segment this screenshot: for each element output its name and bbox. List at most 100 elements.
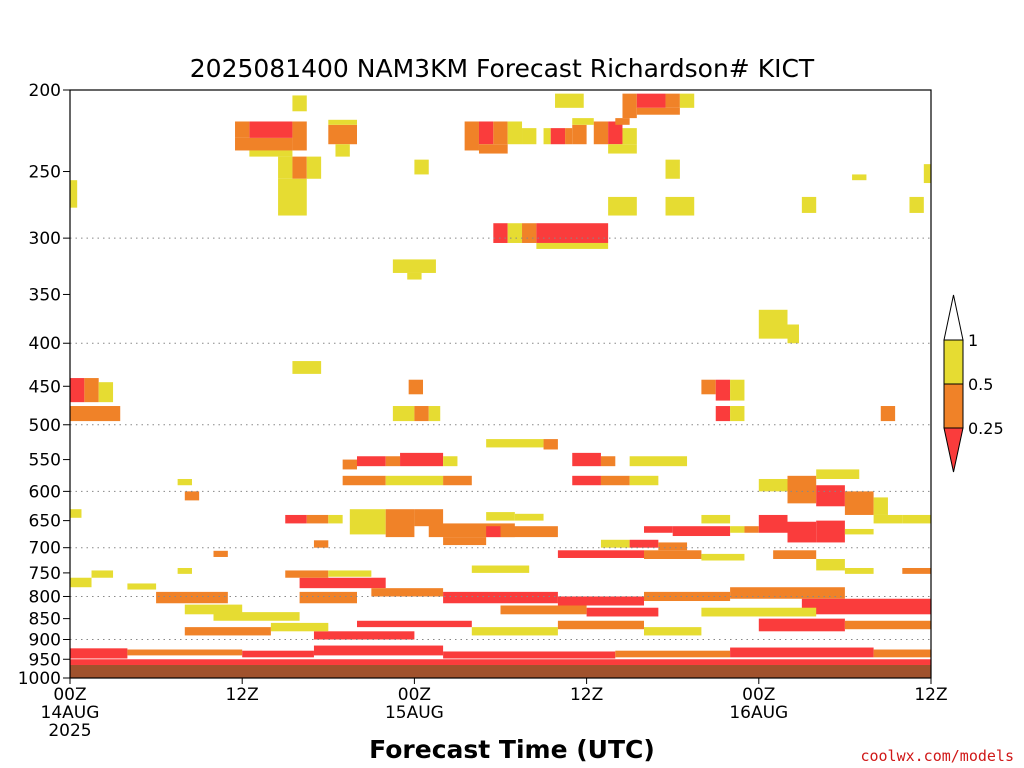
heatmap-cell (572, 118, 594, 125)
heatmap-cell (414, 406, 429, 422)
heatmap-cell (443, 591, 558, 604)
heatmap-cell (873, 514, 903, 524)
heatmap-cell (70, 378, 85, 403)
heatmap-cell (213, 612, 300, 621)
heatmap-cell (486, 512, 515, 521)
heatmap-cell (292, 95, 307, 112)
plot-frame (69, 89, 932, 679)
heatmap-cell (428, 406, 441, 422)
heatmap-cell (665, 159, 680, 179)
heatmap-cell (701, 379, 716, 395)
heatmap-cell (522, 223, 537, 243)
heatmap-cell (701, 553, 745, 561)
heatmap-cell (84, 378, 99, 403)
heatmap-cell (414, 159, 429, 175)
heatmap-cell (357, 620, 472, 628)
heatmap-cell (249, 121, 293, 138)
y-tick-label: 300 (29, 229, 61, 249)
heatmap-cell (543, 439, 558, 450)
legend-swatch-top (943, 294, 964, 341)
heatmap-cell (514, 513, 544, 521)
heatmap-cell (70, 577, 92, 588)
heatmap-cell (600, 456, 616, 467)
heatmap-cell (443, 475, 472, 486)
heatmap-cell (407, 272, 422, 280)
heatmap-cell (400, 452, 444, 467)
heatmap-cell (909, 196, 924, 213)
ground-fill (70, 664, 931, 678)
heatmap-cell (328, 119, 357, 125)
heatmap-cell (715, 406, 731, 422)
heatmap-cell (644, 550, 702, 559)
y-tick-label: 500 (29, 416, 61, 436)
heatmap-cell (644, 627, 702, 636)
heatmap-cell (902, 567, 931, 574)
heatmap-cell (127, 583, 157, 590)
heatmap-cell (730, 647, 874, 658)
heatmap-cell (557, 596, 644, 606)
x-tick-label: 00Z (398, 685, 431, 705)
heatmap-cell (328, 124, 357, 145)
heatmap-cell (342, 459, 357, 470)
y-tick-label: 600 (29, 482, 61, 502)
x-tick-label: 16AUG (729, 703, 788, 723)
x-tick-label: 2025 (48, 721, 91, 741)
heatmap-cell (493, 121, 508, 145)
heatmap-cell (522, 128, 537, 145)
y-tick-label: 750 (29, 564, 61, 584)
heatmap-cell (615, 650, 731, 658)
heatmap-cell (665, 93, 680, 108)
heatmap-cell (342, 475, 386, 486)
heatmap-cell (70, 648, 128, 659)
heatmap-cell (70, 659, 931, 665)
heatmap-cell (730, 526, 745, 533)
heatmap-cell (629, 456, 688, 467)
heatmap-cell (392, 259, 436, 273)
heatmap-cell (313, 645, 444, 656)
legend-swatch (943, 383, 964, 429)
heatmap-cell (565, 128, 573, 145)
heatmap-cell (213, 550, 228, 557)
heatmap-cell (816, 558, 845, 571)
heatmap-cell (292, 156, 307, 179)
heatmap-cell (744, 526, 759, 533)
heatmap-cell (443, 537, 487, 546)
y-tick-label: 250 (29, 163, 61, 183)
heatmap-cell (371, 588, 444, 597)
heatmap-cell (471, 565, 530, 573)
heatmap-cell (357, 456, 386, 467)
heatmap-cell (572, 475, 601, 486)
y-tick-label: 450 (29, 377, 61, 397)
legend-swatch-bottom (943, 427, 964, 473)
heatmap-cell (801, 598, 931, 615)
credit-text: coolwx.com/models (860, 747, 1014, 765)
heatmap-cell (313, 631, 415, 640)
heatmap-cell (328, 514, 343, 524)
heatmap-cell (464, 121, 479, 151)
heatmap-cell (644, 526, 673, 533)
heatmap-cell (493, 223, 508, 243)
heatmap-cell (715, 379, 731, 401)
heatmap-cells (70, 93, 931, 678)
heatmap-cell (249, 150, 293, 157)
heatmap-cell (543, 128, 551, 145)
x-tick-label: 14AUG (41, 703, 100, 723)
y-tick-label: 400 (29, 334, 61, 354)
heatmap-cell (536, 242, 609, 249)
x-tick-label: 12Z (226, 685, 259, 705)
heatmap-cell (787, 475, 817, 504)
heatmap-cell (408, 379, 424, 395)
legend-label: 0.5 (968, 375, 993, 394)
y-tick-label: 900 (29, 631, 61, 651)
legend-label: 0.25 (968, 419, 1004, 438)
heatmap-cell (730, 587, 845, 599)
heatmap-cell (278, 178, 307, 216)
y-tick-label: 1000 (18, 669, 61, 689)
heatmap-cell (292, 121, 307, 151)
y-tick-label: 850 (29, 610, 61, 630)
heatmap-cell (902, 514, 931, 524)
heatmap-cell (622, 128, 637, 145)
heatmap-cell (385, 509, 415, 538)
